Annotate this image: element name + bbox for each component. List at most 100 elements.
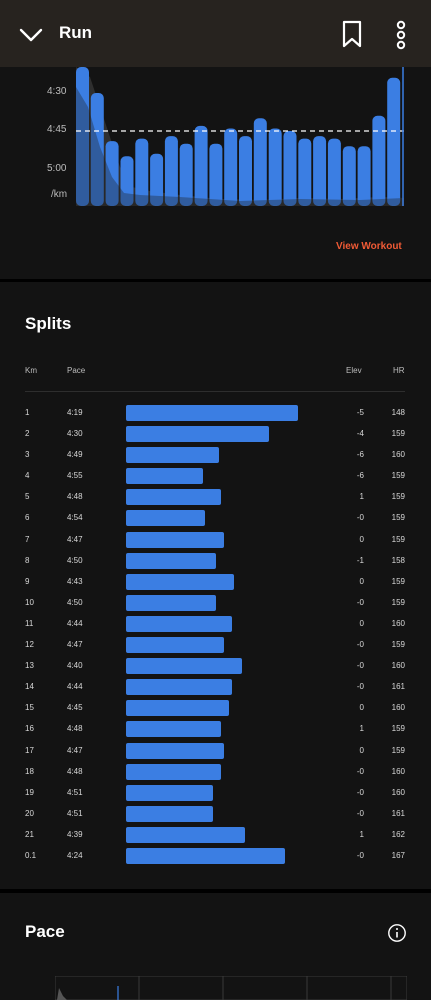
split-elev: -4 (356, 429, 364, 439)
split-pace-bar (126, 826, 245, 843)
split-pace: 4:39 (67, 829, 83, 839)
split-pace: 4:44 (67, 682, 83, 692)
heart-rate-area (76, 87, 404, 206)
split-elev: 1 (359, 492, 364, 502)
info-icon[interactable] (387, 923, 407, 943)
split-km: 12 (25, 640, 34, 650)
more-vertical-icon[interactable] (390, 20, 412, 50)
split-elev: -0 (356, 850, 364, 860)
hr-header: HR (393, 366, 405, 375)
split-pace: 4:51 (67, 787, 83, 797)
split-pace-bar (126, 447, 219, 464)
split-elev: 0 (359, 745, 364, 755)
split-km: 14 (25, 682, 34, 692)
bookmark-icon[interactable] (340, 20, 364, 48)
top-app-bar: Run (0, 0, 431, 67)
pace-bar-chart (76, 67, 404, 206)
split-hr: 160 (391, 787, 405, 797)
split-row: 9 4:43 0 159 (0, 571, 431, 592)
split-km: 2 (25, 429, 30, 439)
split-elev: 0 (359, 576, 364, 586)
split-hr: 162 (391, 829, 405, 839)
split-elev: -6 (356, 450, 364, 460)
pace-bar (194, 125, 208, 206)
split-pace-bar (126, 637, 224, 654)
split-hr: 160 (391, 766, 405, 776)
split-pace-bar (126, 552, 216, 569)
pace-bar (313, 136, 327, 206)
split-km: 1 (25, 408, 30, 417)
split-elev: -0 (356, 682, 364, 692)
splits-card: Splits Km Pace Elev HR 1 4:19 -5 148 2 4:30 -4… (0, 282, 431, 889)
split-pace-bar (126, 700, 230, 717)
split-row: 4 4:55 -6 159 (0, 465, 431, 486)
split-hr: 159 (391, 429, 405, 439)
split-hr: 158 (391, 555, 405, 565)
split-km: 20 (25, 808, 34, 818)
split-pace-bar (126, 531, 224, 548)
split-elev: 1 (359, 724, 364, 734)
split-row: 0.1 4:24 -0 167 (0, 845, 431, 866)
split-hr: 159 (391, 597, 405, 607)
y-axis-label: 4:45 (47, 124, 67, 135)
pace-bar (164, 136, 178, 206)
split-pace: 4:50 (67, 597, 83, 607)
split-row: 5 4:48 1 159 (0, 486, 431, 507)
split-km: 4 (25, 471, 30, 481)
y-axis-unit: /km (51, 189, 68, 200)
split-km: 9 (25, 576, 30, 586)
view-workout-link[interactable]: View Workout (336, 241, 402, 252)
split-pace: 4:47 (67, 640, 83, 650)
pace-bar (105, 141, 119, 206)
pace-bar (327, 138, 341, 206)
split-km: 8 (25, 555, 30, 565)
split-elev: -0 (356, 513, 364, 523)
splits-title: Splits (25, 314, 72, 333)
pace-bar (90, 93, 104, 206)
split-row: 2 4:30 -4 159 (0, 423, 431, 444)
pace-bar (135, 138, 149, 206)
split-row: 19 4:51 -0 160 (0, 782, 431, 803)
y-axis-label: 4:30 (47, 86, 67, 97)
split-km: 17 (25, 745, 34, 755)
split-row: 17 4:47 0 159 (0, 740, 431, 761)
pace-bar (342, 146, 356, 206)
split-hr: 167 (391, 850, 405, 860)
split-pace: 4:50 (67, 555, 83, 565)
split-hr: 159 (391, 492, 405, 502)
split-elev: -1 (356, 555, 364, 565)
split-hr: 159 (391, 745, 405, 755)
split-elev: -0 (356, 640, 364, 650)
split-pace: 4:45 (67, 703, 83, 713)
split-row: 15 4:45 0 160 (0, 697, 431, 718)
split-pace-bar (126, 784, 214, 801)
split-km: 3 (25, 450, 30, 460)
pace-bar (76, 67, 89, 206)
y-axis-label: 5:00 (47, 163, 67, 174)
split-hr: 160 (391, 618, 405, 628)
chevron-down-icon[interactable] (18, 22, 44, 48)
split-hr: 161 (391, 682, 405, 692)
pace-bar (283, 131, 297, 206)
split-row: 20 4:51 -0 161 (0, 803, 431, 824)
pace-bar (253, 118, 267, 206)
split-row: 3 4:49 -6 160 (0, 444, 431, 465)
split-pace: 4:19 (67, 408, 83, 417)
split-hr: 159 (391, 513, 405, 523)
pace-section-title: Pace (25, 922, 65, 941)
split-elev: -0 (356, 766, 364, 776)
header-divider (25, 391, 405, 392)
split-km: 16 (25, 724, 34, 734)
split-row: 10 4:50 -0 159 (0, 592, 431, 613)
elev-header: Elev (346, 366, 362, 375)
pace-bar (372, 115, 386, 206)
split-pace-bar (126, 594, 216, 611)
pace-bar (209, 143, 223, 206)
split-hr: 160 (391, 703, 405, 713)
split-elev: -5 (356, 408, 364, 417)
pace-bar (298, 138, 312, 206)
split-elev: -6 (356, 471, 364, 481)
split-pace-bar (126, 721, 222, 738)
split-hr: 148 (391, 408, 405, 417)
split-pace-bar (126, 763, 222, 780)
